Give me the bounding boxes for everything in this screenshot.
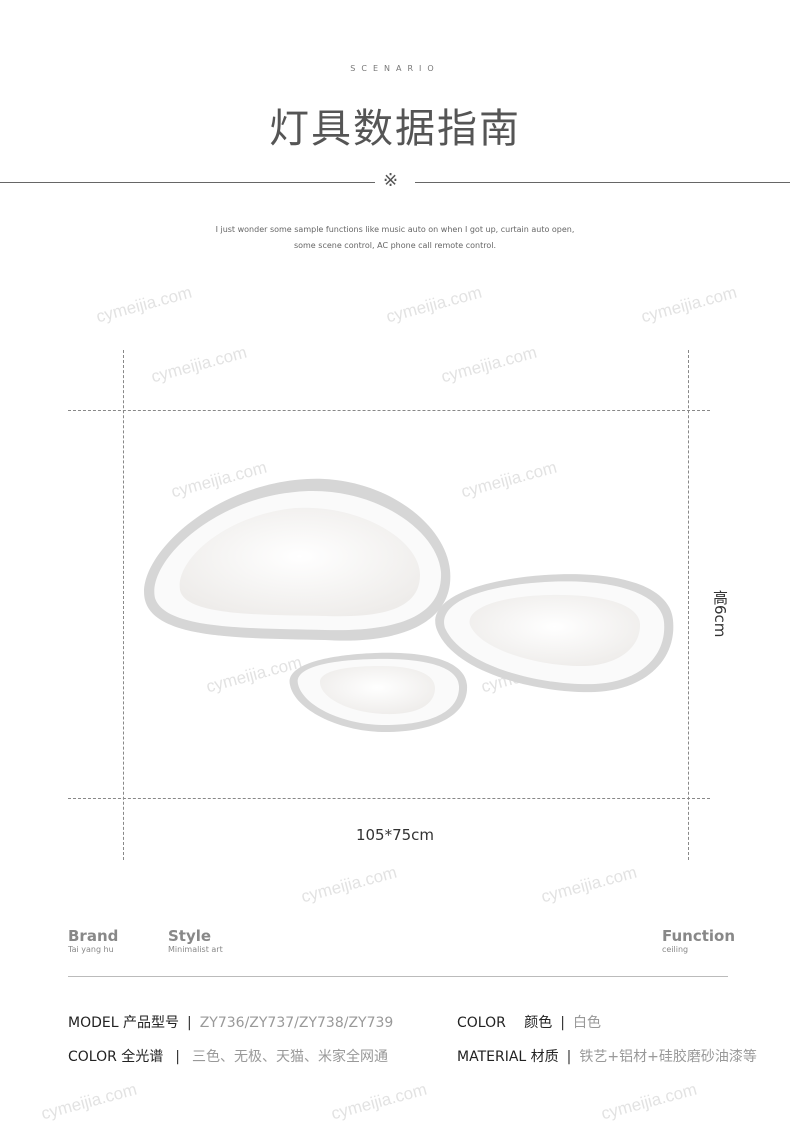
ceiling-lamp-image bbox=[144, 478, 674, 732]
spec-function: Function ceiling bbox=[662, 927, 735, 954]
watermark: cymeijia.com bbox=[39, 1079, 139, 1124]
spectrum-label: COLOR 全光谱 bbox=[68, 1049, 164, 1065]
size-label: 105*75cm bbox=[355, 826, 435, 844]
separator: | bbox=[560, 1015, 566, 1031]
guide-line bbox=[688, 350, 689, 860]
spec-heading: Function bbox=[662, 927, 736, 945]
spec-brand: Brand Tai yang hu bbox=[68, 927, 118, 954]
watermark: cymeijia.com bbox=[94, 282, 194, 327]
page-title: 灯具数据指南 bbox=[269, 106, 521, 152]
model-label: MODEL 产品型号 bbox=[68, 1015, 179, 1031]
divider bbox=[68, 976, 728, 977]
spec-style: Style Minimalist art bbox=[168, 927, 223, 954]
watermark: cymeijia.com bbox=[329, 1079, 429, 1124]
color-row: COLOR 颜色 | 白色 bbox=[457, 1012, 601, 1032]
watermark: cymeijia.com bbox=[439, 342, 539, 387]
watermark: cymeijia.com bbox=[149, 342, 249, 387]
color-label: COLOR 颜色 bbox=[457, 1015, 553, 1031]
section-label: SCENARIO bbox=[350, 64, 440, 73]
separator: | bbox=[566, 1049, 572, 1065]
guide-line bbox=[68, 798, 710, 799]
guide-line bbox=[123, 350, 124, 860]
watermark: cymeijia.com bbox=[299, 862, 399, 907]
ornament-icon: ※ bbox=[383, 170, 399, 191]
watermark: cymeijia.com bbox=[639, 282, 739, 327]
material-row: MATERIAL 材质 | 铁艺+铝材+硅胶磨砂油漆等 bbox=[457, 1046, 757, 1066]
spectrum-value: 三色、无极、天猫、米家全网通 bbox=[192, 1049, 389, 1065]
divider bbox=[0, 182, 375, 183]
divider bbox=[415, 182, 790, 183]
material-value: 铁艺+铝材+硅胶磨砂油漆等 bbox=[579, 1049, 757, 1065]
spectrum-row: COLOR 全光谱 | 三色、无极、天猫、米家全网通 bbox=[68, 1046, 388, 1066]
model-value: ZY736/ZY737/ZY738/ZY739 bbox=[199, 1015, 394, 1031]
spec-heading: Style bbox=[168, 927, 212, 945]
model-row: MODEL 产品型号 | ZY736/ZY737/ZY738/ZY739 bbox=[68, 1012, 393, 1032]
watermark: cymeijia.com bbox=[599, 1079, 699, 1124]
separator: | bbox=[175, 1049, 181, 1065]
description: some scene control, AC phone call remote… bbox=[293, 241, 497, 250]
spec-value: Minimalist art bbox=[168, 945, 223, 954]
color-value: 白色 bbox=[573, 1015, 602, 1031]
watermark: cymeijia.com bbox=[384, 282, 484, 327]
separator: | bbox=[186, 1015, 192, 1031]
height-label: 高6cm bbox=[711, 590, 729, 638]
spec-heading: Brand bbox=[68, 927, 119, 945]
description: I just wonder some sample functions like… bbox=[215, 225, 575, 234]
spec-value: ceiling bbox=[662, 945, 689, 954]
material-label: MATERIAL 材质 bbox=[457, 1049, 559, 1065]
guide-line bbox=[68, 410, 710, 411]
spec-value: Tai yang hu bbox=[68, 945, 114, 954]
watermark: cymeijia.com bbox=[539, 862, 639, 907]
